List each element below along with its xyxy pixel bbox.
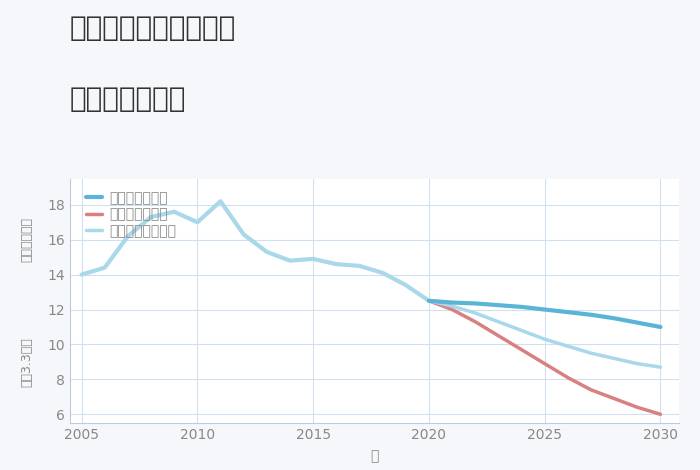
グッドシナリオ bbox=[517, 304, 526, 310]
Text: 単価（万円）: 単価（万円） bbox=[21, 217, 34, 262]
バッドシナリオ bbox=[494, 333, 503, 338]
Line: ノーマルシナリオ: ノーマルシナリオ bbox=[429, 301, 661, 367]
バッドシナリオ bbox=[425, 298, 433, 304]
Line: グッドシナリオ: グッドシナリオ bbox=[429, 301, 661, 327]
ノーマルシナリオ bbox=[448, 303, 456, 309]
ノーマルシナリオ bbox=[425, 298, 433, 304]
Line: バッドシナリオ: バッドシナリオ bbox=[429, 301, 661, 414]
バッドシナリオ bbox=[587, 387, 595, 392]
バッドシナリオ bbox=[610, 396, 618, 401]
ノーマルシナリオ bbox=[517, 328, 526, 333]
バッドシナリオ bbox=[517, 347, 526, 352]
ノーマルシナリオ bbox=[540, 337, 549, 342]
ノーマルシナリオ bbox=[564, 344, 572, 349]
Text: 三重県伊賀市桐ヶ丘の: 三重県伊賀市桐ヶ丘の bbox=[70, 14, 237, 42]
バッドシナリオ bbox=[657, 411, 665, 417]
グッドシナリオ bbox=[471, 301, 480, 306]
グッドシナリオ bbox=[425, 298, 433, 304]
バッドシナリオ bbox=[633, 405, 641, 410]
グッドシナリオ bbox=[448, 300, 456, 306]
バッドシナリオ bbox=[448, 307, 456, 313]
バッドシナリオ bbox=[564, 375, 572, 380]
ノーマルシナリオ bbox=[587, 350, 595, 356]
グッドシナリオ bbox=[564, 309, 572, 315]
グッドシナリオ bbox=[657, 324, 665, 330]
グッドシナリオ bbox=[633, 320, 641, 325]
グッドシナリオ bbox=[540, 307, 549, 313]
ノーマルシナリオ bbox=[494, 319, 503, 325]
Text: 土地の価格推移: 土地の価格推移 bbox=[70, 85, 186, 113]
グッドシナリオ bbox=[587, 312, 595, 318]
Text: 平（3.3㎡）: 平（3.3㎡） bbox=[21, 337, 34, 387]
ノーマルシナリオ bbox=[610, 356, 618, 361]
バッドシナリオ bbox=[471, 319, 480, 325]
ノーマルシナリオ bbox=[633, 361, 641, 367]
バッドシナリオ bbox=[540, 361, 549, 367]
グッドシナリオ bbox=[494, 302, 503, 308]
ノーマルシナリオ bbox=[657, 364, 665, 370]
ノーマルシナリオ bbox=[471, 310, 480, 316]
Legend: グッドシナリオ, バッドシナリオ, ノーマルシナリオ: グッドシナリオ, バッドシナリオ, ノーマルシナリオ bbox=[83, 188, 179, 241]
X-axis label: 年: 年 bbox=[370, 449, 379, 463]
グッドシナリオ bbox=[610, 315, 618, 321]
